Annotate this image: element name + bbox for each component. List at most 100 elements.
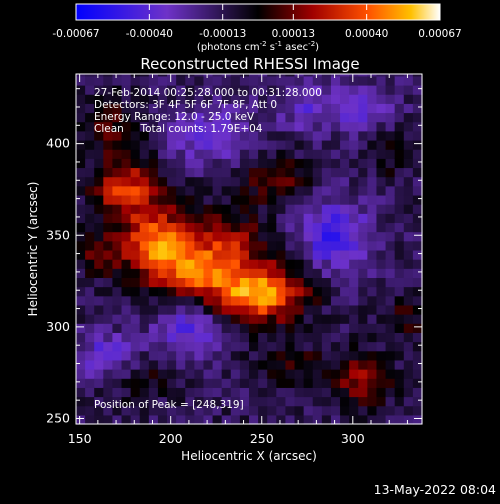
- heatmap-cell: [203, 103, 214, 114]
- heatmap-cell: [376, 194, 387, 205]
- heatmap-cell: [85, 222, 95, 233]
- heatmap-cell: [258, 387, 268, 398]
- heatmap-cell: [185, 74, 195, 77]
- heatmap-cell: [121, 204, 132, 214]
- heatmap-cell: [103, 323, 114, 333]
- heatmap-cell: [330, 277, 341, 288]
- heatmap-cell: [385, 231, 396, 242]
- heatmap-cell: [167, 185, 177, 196]
- heatmap-cell: [94, 84, 104, 95]
- heatmap-cell: [340, 295, 350, 306]
- heatmap-cell: [148, 240, 159, 251]
- heatmap-cell: [258, 369, 268, 379]
- heatmap-cell: [121, 194, 132, 205]
- heatmap-cell: [403, 231, 414, 242]
- heatmap-cell: [112, 158, 123, 169]
- footer-timestamp: 13-May-2022 08:04: [374, 482, 496, 497]
- heatmap-cell: [249, 277, 259, 288]
- heatmap-cell: [249, 103, 259, 114]
- heatmap-cell: [121, 130, 132, 141]
- heatmap-cell: [157, 222, 168, 233]
- heatmap-cell: [321, 139, 332, 150]
- heatmap-cell: [230, 295, 241, 306]
- heatmap-cell: [321, 369, 332, 379]
- heatmap-cell: [167, 350, 177, 361]
- heatmap-cell: [303, 240, 314, 251]
- heatmap-cell: [249, 176, 259, 187]
- heatmap-cell: [230, 323, 241, 333]
- heatmap-cell: [130, 103, 141, 114]
- heatmap-cell: [130, 84, 141, 95]
- heatmap-cell: [403, 314, 414, 324]
- heatmap-cell: [385, 314, 396, 324]
- heatmap-cell: [267, 103, 277, 114]
- heatmap-cell: [85, 259, 95, 269]
- heatmap-cell: [303, 332, 314, 343]
- heatmap-cell: [85, 295, 95, 306]
- colorbar: -0.00067 -0.00040 -0.00013 0.00013 0.00040 0.…: [52, 3, 462, 53]
- heatmap-cell: [85, 341, 95, 352]
- heatmap-cell: [203, 414, 214, 425]
- heatmap-cell: [103, 121, 114, 132]
- heatmap-cell: [85, 185, 95, 196]
- y-tick-label: 300: [46, 319, 70, 334]
- heatmap-cell: [94, 74, 104, 77]
- heatmap-cell: [267, 204, 277, 214]
- heatmap-cell: [221, 286, 232, 297]
- heatmap-cell: [203, 332, 214, 343]
- y-axis-label: Heliocentric Y (arcsec): [26, 182, 40, 317]
- heatmap-cell: [148, 332, 159, 343]
- heatmap-cell: [412, 75, 423, 86]
- heatmap-cell: [321, 304, 332, 315]
- heatmap-cell: [385, 213, 396, 224]
- heatmap-cell: [221, 74, 232, 77]
- heatmap-cell: [85, 249, 95, 260]
- heatmap-cell: [367, 378, 378, 388]
- heatmap-cell: [167, 277, 177, 288]
- heatmap-cell: [94, 295, 104, 306]
- heatmap-cell: [157, 387, 168, 398]
- heatmap-cell: [176, 149, 186, 159]
- heatmap-cell: [267, 149, 277, 159]
- heatmap-cell: [385, 176, 396, 187]
- heatmap-cell: [276, 369, 287, 379]
- heatmap-cell: [139, 332, 150, 343]
- heatmap-cell: [312, 185, 323, 196]
- heatmap-cell: [112, 194, 123, 205]
- heatmap-cell: [394, 277, 405, 288]
- heatmap-cell: [285, 103, 296, 114]
- heatmap-cell: [385, 414, 396, 425]
- heatmap-cell: [221, 103, 232, 114]
- heatmap-cell: [303, 158, 314, 169]
- heatmap-cell: [85, 323, 95, 333]
- heatmap-cell: [340, 149, 350, 159]
- heatmap-cell: [294, 359, 305, 370]
- heatmap-cell: [85, 149, 95, 159]
- heatmap-cell: [412, 149, 423, 159]
- heatmap-cell: [239, 369, 250, 379]
- heatmap-cell: [412, 167, 423, 178]
- heatmap-cell: [176, 139, 186, 150]
- heatmap-cell: [230, 158, 241, 169]
- heatmap-cell: [376, 277, 387, 288]
- heatmap-cell: [130, 323, 141, 333]
- heatmap-cell: [112, 414, 123, 425]
- heatmap-cell: [412, 304, 423, 315]
- heatmap-cell: [358, 259, 368, 269]
- heatmap-cell: [312, 112, 323, 123]
- heatmap-cell: [358, 277, 368, 288]
- heatmap-cell: [276, 74, 287, 77]
- heatmap-cell: [376, 259, 387, 269]
- heatmap-cell: [385, 222, 396, 233]
- heatmap-cell: [112, 149, 123, 159]
- heatmap-cell: [340, 268, 350, 278]
- heatmap-cell: [167, 369, 177, 379]
- heatmap-cell: [321, 222, 332, 233]
- heatmap-cell: [258, 222, 268, 233]
- heatmap-cell: [294, 350, 305, 361]
- heatmap-cell: [239, 222, 250, 233]
- heatmap-cell: [112, 213, 123, 224]
- heatmap-cell: [303, 84, 314, 95]
- heatmap-cell: [230, 222, 241, 233]
- heatmap-cell: [112, 323, 123, 333]
